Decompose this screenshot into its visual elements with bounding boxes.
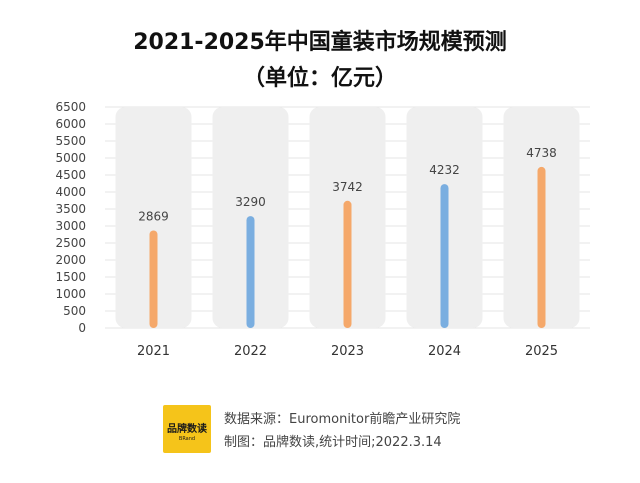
y-tick-label: 6500	[55, 100, 86, 114]
y-tick-label: 500	[63, 304, 86, 318]
x-tick-label: 2021	[137, 344, 170, 359]
y-tick-label: 1000	[55, 287, 86, 301]
chart-subtitle-unit: （单位：亿元）	[242, 66, 397, 91]
y-tick-label: 0	[78, 321, 86, 335]
bar-background-column	[115, 107, 192, 328]
y-tick-label: 3000	[55, 219, 86, 233]
bar-chart: 0 500 1000 1500 2000 2500 3000 3500 4000 4500 5000…	[55, 100, 590, 359]
y-tick-label: 6000	[55, 117, 86, 131]
y-tick-label: 1500	[55, 270, 86, 284]
x-tick-label: 2023	[331, 344, 364, 359]
logo-subtext: BRand	[178, 436, 196, 442]
x-tick-label: 2022	[234, 344, 267, 359]
chart-title: 2021-2025年中国童装市场规模预测	[133, 30, 507, 55]
bar	[343, 200, 352, 328]
y-tick-label: 2000	[55, 253, 86, 267]
y-tick-label: 5000	[55, 151, 86, 165]
logo-text: 品牌数读	[167, 424, 207, 435]
y-tick-label: 4000	[55, 185, 86, 199]
data-label: 3290	[235, 195, 266, 209]
chart-maker-note: 制图：品牌数读,统计时间;2022.3.14	[224, 435, 442, 450]
data-source-note: 数据来源：Euromonitor前瞻产业研究院	[224, 412, 461, 427]
bar	[149, 230, 158, 328]
bar	[537, 166, 546, 328]
y-tick-label: 5500	[55, 134, 86, 148]
y-tick-label: 4500	[55, 168, 86, 182]
brand-logo: 品牌数读 BRand	[163, 405, 211, 453]
y-tick-label: 3500	[55, 202, 86, 216]
data-label: 4738	[526, 146, 557, 160]
bar	[246, 216, 255, 328]
x-tick-label: 2025	[525, 344, 558, 359]
y-tick-label: 2500	[55, 236, 86, 250]
data-label: 2869	[138, 209, 169, 223]
bar	[440, 184, 449, 328]
data-label: 4232	[429, 163, 460, 177]
x-tick-label: 2024	[428, 344, 461, 359]
data-label: 3742	[332, 180, 363, 194]
